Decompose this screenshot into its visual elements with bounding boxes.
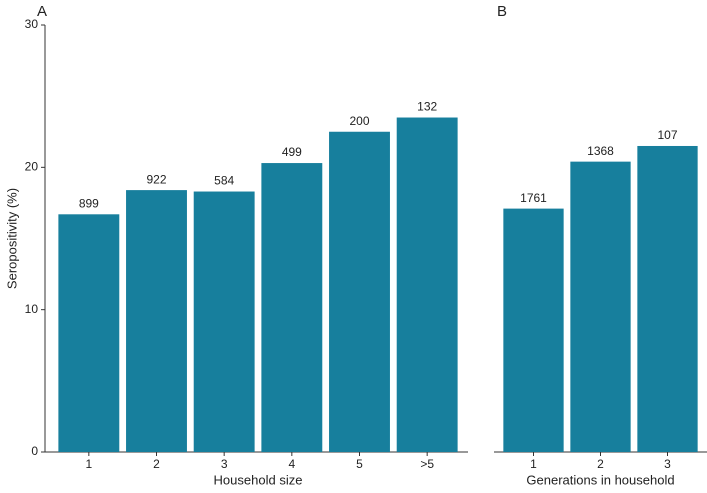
bar [126,190,187,452]
bar-count-label: 922 [146,172,166,186]
bar [329,131,390,452]
y-axis-label: Seropositivity (%) [4,188,19,289]
bar-count-label: 899 [79,196,99,210]
bar [637,145,698,452]
y-tick-label: 10 [25,302,39,316]
panel-label: A [37,3,47,20]
x-tick-label: 5 [356,457,363,471]
bar [58,214,120,452]
bar-count-label: 107 [657,128,677,142]
y-tick-label: 20 [25,160,39,174]
bar-count-label: 1368 [587,144,614,158]
bar-count-label: 132 [417,100,437,114]
y-tick-label: 30 [25,17,39,31]
bar [396,117,458,453]
x-tick-label: 2 [597,457,604,471]
bar-count-label: 200 [349,114,369,128]
bar-count-label: 499 [282,145,302,159]
x-tick-label: 1 [530,457,537,471]
bar-count-label: 1761 [520,191,547,205]
x-axis-label: Generations in household [526,472,674,487]
x-axis-label: Household size [214,472,303,487]
x-tick-label: 3 [221,457,228,471]
x-tick-label: 2 [153,457,160,471]
bar-count-label: 584 [214,174,234,188]
y-tick-label: 0 [31,444,38,458]
panel-label: B [497,3,507,20]
bar [570,161,631,452]
x-tick-label: 4 [288,457,295,471]
bar [193,191,255,452]
x-tick-label: >5 [420,457,434,471]
x-tick-label: 1 [85,457,92,471]
x-tick-label: 3 [664,457,671,471]
bar [261,163,323,452]
bar [503,208,564,452]
